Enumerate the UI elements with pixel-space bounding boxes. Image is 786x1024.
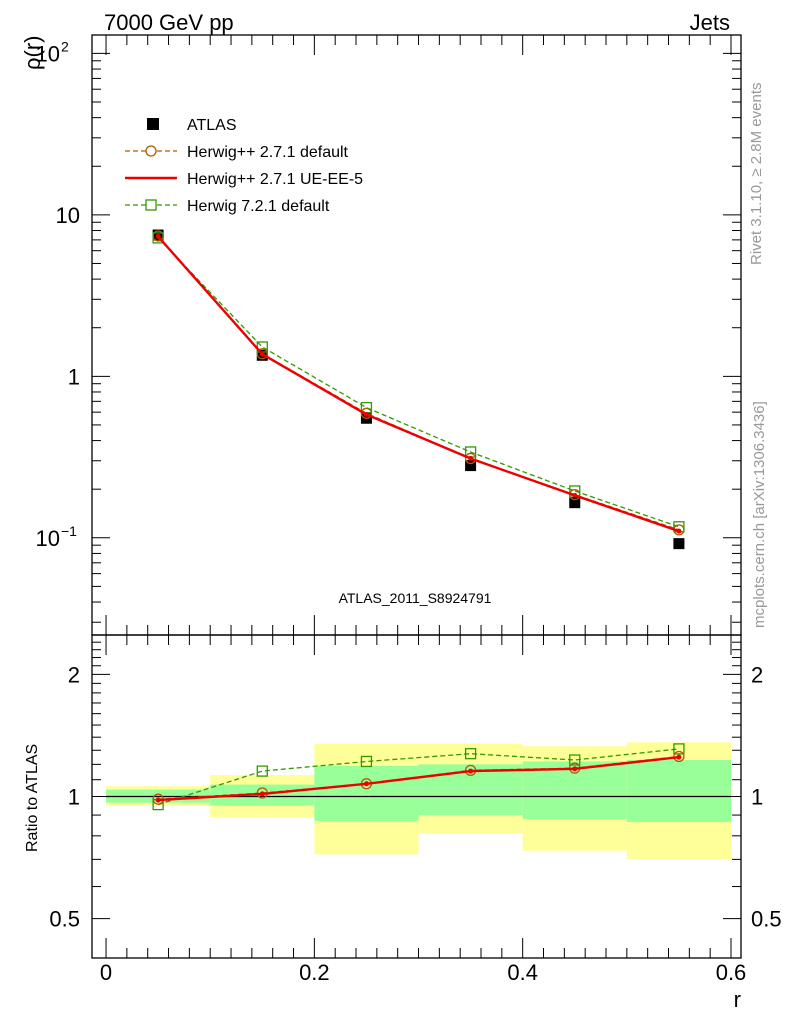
series-line [158, 756, 680, 802]
legend-label: ATLAS [187, 117, 237, 134]
main-y-tick-exponent: 2 [61, 38, 69, 54]
series-line [157, 235, 680, 533]
watermark: ATLAS_2011_S8924791 [339, 590, 492, 606]
legend-circle-marker [145, 145, 157, 157]
series-line [157, 237, 680, 528]
data-point [569, 497, 581, 509]
square-marker [152, 232, 164, 244]
ratio-y-tick-label-right: 2 [751, 662, 763, 687]
main-y-tick-label: 10 [56, 203, 80, 228]
dot-marker [155, 797, 161, 803]
dot-marker [363, 412, 369, 418]
circle-marker [360, 407, 373, 419]
main-panel-bg [92, 35, 741, 635]
dot-marker [259, 791, 265, 797]
square-marker [360, 755, 373, 768]
x-tick-label: 0.6 [716, 960, 747, 985]
dot-marker [468, 768, 474, 774]
dot-marker [468, 455, 474, 461]
legend-entry: Herwig++ 2.7.1 default [125, 144, 349, 161]
dot-marker [155, 233, 161, 239]
header-left: 7000 GeV pp [104, 10, 234, 35]
mcplots-label: mcplots.cern.ch [arXiv:1306.3436] [751, 401, 768, 628]
legend-entry: Herwig++ 2.7.1 UE-EE-5 [125, 171, 363, 188]
x-tick-label: 0 [100, 960, 112, 985]
main-y-tick-label: 10 [36, 41, 60, 66]
header-right: Jets [690, 10, 730, 35]
x-tick-label: 0.2 [299, 960, 330, 985]
rivet-label: Rivet 3.1.10, ≥ 2.8M events [748, 83, 765, 266]
ratio-y-tick-label-right: 0.5 [751, 907, 782, 932]
legend-entry: Herwig 7.2.1 default [125, 198, 330, 215]
dot-marker [676, 528, 682, 534]
main-panel [92, 35, 741, 635]
dot-marker [676, 754, 682, 760]
main-series-herwig-2-7-1-ue-ee-5 [155, 233, 682, 534]
square-marker [464, 748, 477, 760]
dot-marker [572, 766, 578, 772]
legend-label: Herwig 7.2.1 default [187, 198, 330, 215]
ratio-y-tick-label-left: 0.5 [49, 907, 80, 932]
dot-marker [572, 492, 578, 498]
dot-marker [363, 781, 369, 787]
legend-entry: ATLAS [147, 117, 237, 134]
ratio-series-herwig-2-7-1-ue-ee-5 [155, 754, 682, 803]
square-marker [256, 765, 268, 777]
legend: ATLAS Herwig++ 2.7.1 default Herwig++ 2.7.… [125, 117, 363, 215]
circle-marker [256, 348, 268, 360]
legend-label: Herwig++ 2.7.1 UE-EE-5 [187, 171, 363, 188]
data-point [673, 538, 685, 550]
dot-marker [259, 351, 265, 357]
ratio-y-tick-label-right: 1 [751, 785, 763, 810]
ratio-series-herwig-7-2-1-default [152, 743, 685, 811]
square-marker [673, 743, 685, 755]
legend-label: Herwig++ 2.7.1 default [187, 144, 349, 161]
main-y-tick-exponent: −1 [61, 523, 77, 539]
circle-marker [464, 452, 477, 465]
ratio-y-tick-label-left: 2 [68, 662, 80, 687]
main-y-tick-label: 10 [36, 526, 60, 551]
legend-square-marker [145, 199, 157, 211]
circle-marker [673, 750, 685, 763]
data-point [465, 460, 477, 472]
ratio-y-axis-label: Ratio to ATLAS [24, 744, 41, 852]
band-inner-bin [314, 765, 419, 822]
plot-marks [152, 229, 685, 811]
main-y-tick-label: 1 [68, 364, 80, 389]
square-marker [569, 754, 581, 766]
band-inner-bin [626, 760, 731, 823]
main-y-axis-label: ρ(r) [20, 36, 45, 71]
ratio-y-tick-label-left: 1 [68, 785, 80, 810]
x-axis-label: r [734, 987, 741, 1012]
x-tick-label: 0.4 [507, 960, 538, 985]
series-line [157, 748, 679, 806]
legend-symbol-data [147, 118, 159, 130]
